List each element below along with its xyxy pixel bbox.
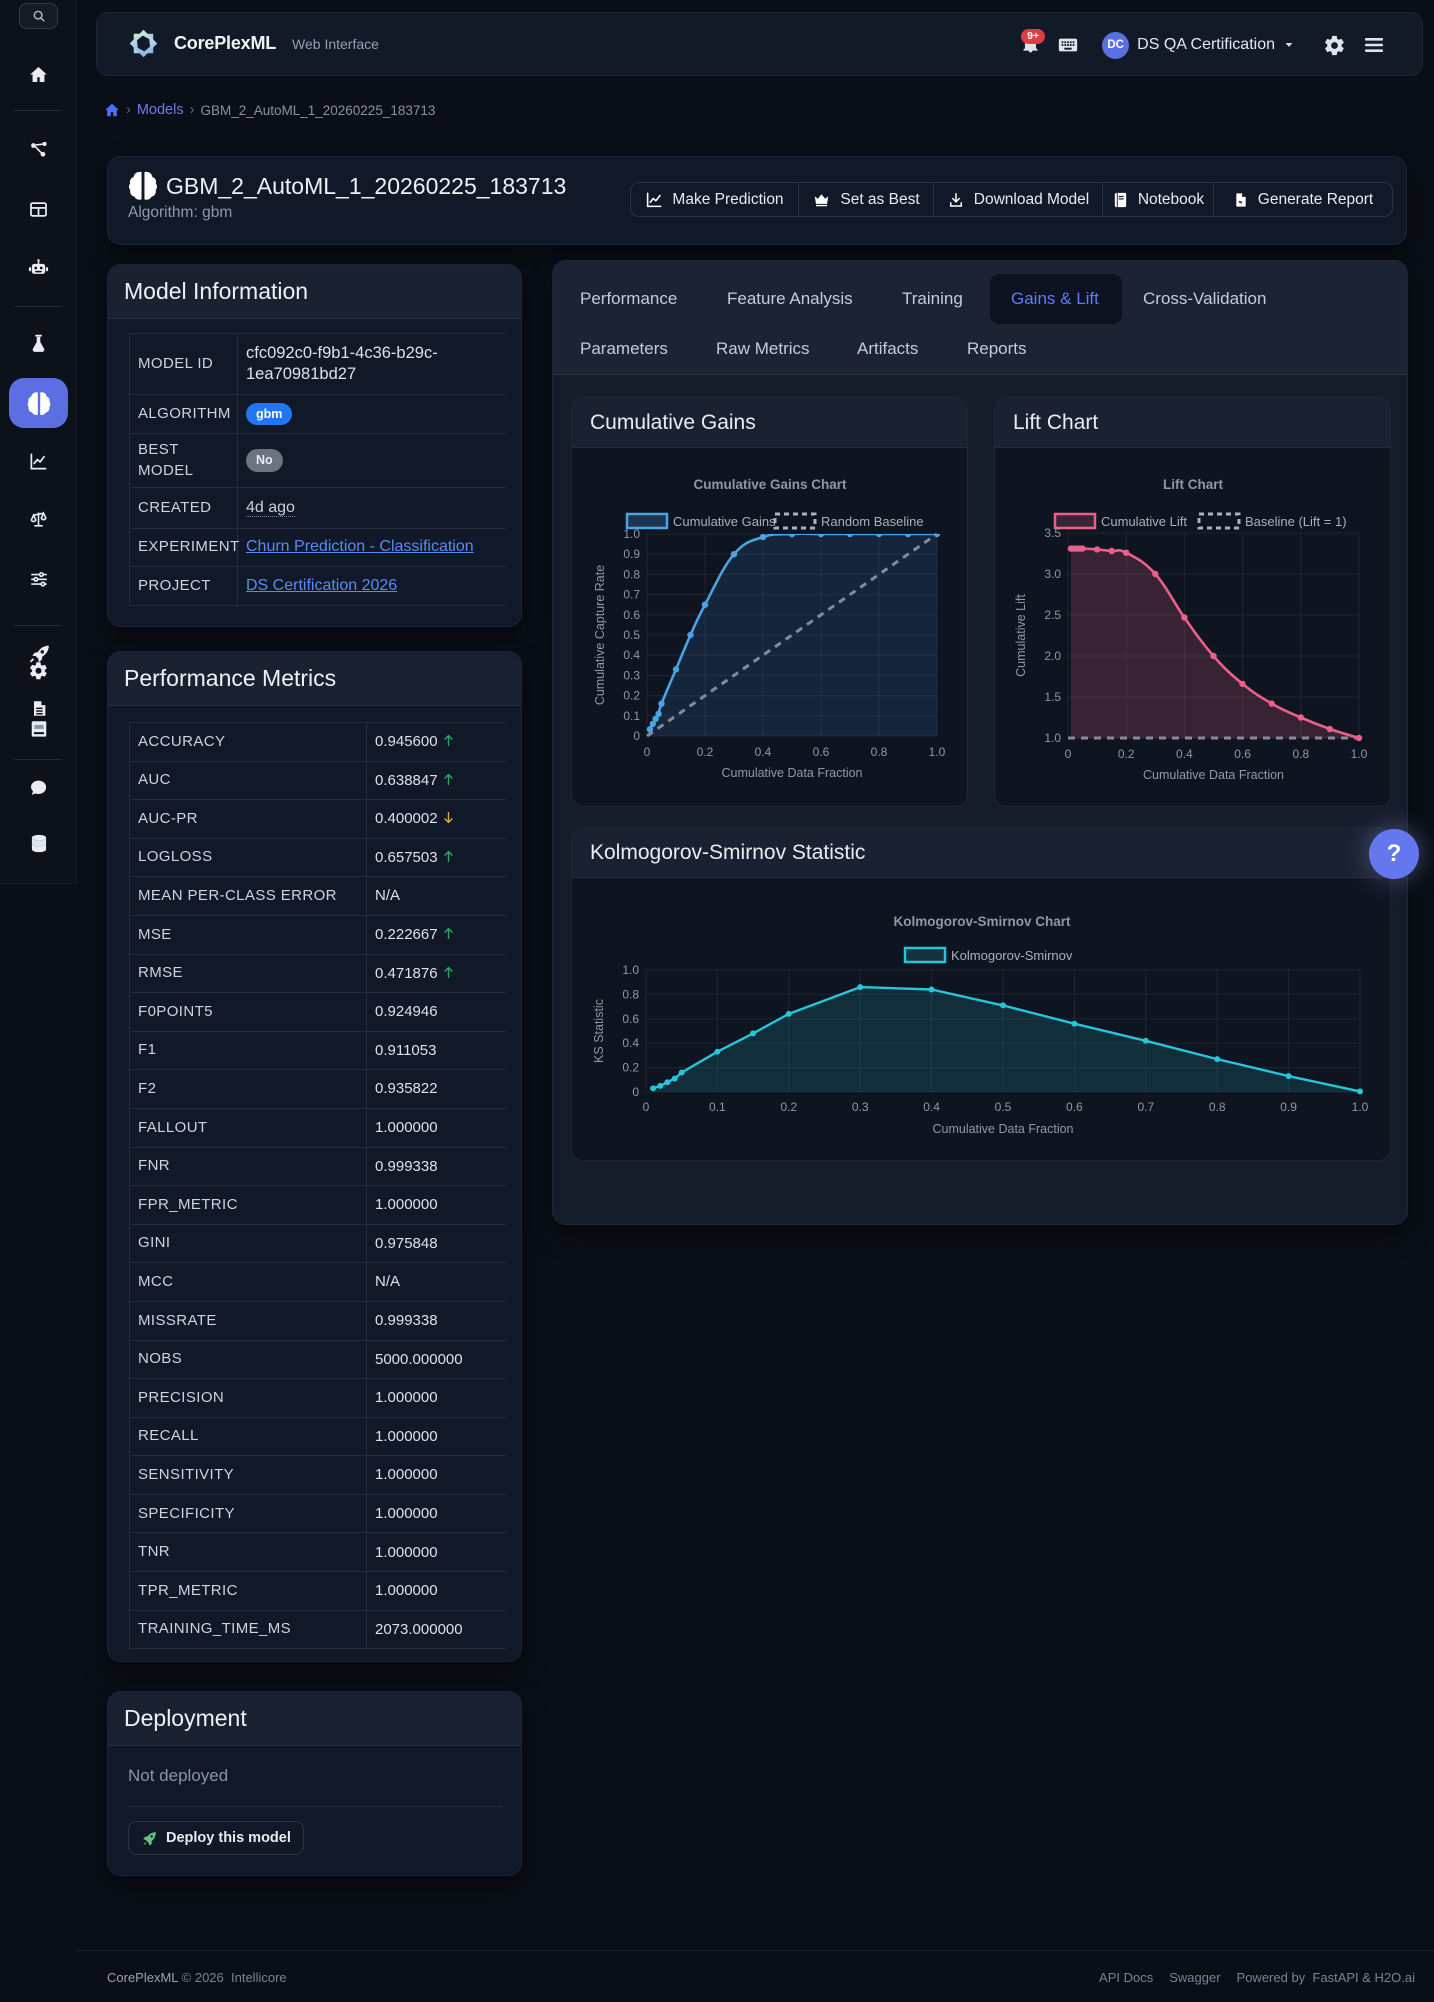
svg-text:2.5: 2.5 (1044, 608, 1061, 622)
svg-text:0.4: 0.4 (755, 745, 772, 759)
svg-text:Baseline (Lift = 1): Baseline (Lift = 1) (1245, 514, 1347, 529)
svg-text:0.9: 0.9 (1280, 1100, 1297, 1114)
svg-text:Cumulative Lift: Cumulative Lift (1101, 514, 1187, 529)
svg-text:0.2: 0.2 (697, 745, 714, 759)
svg-text:0.7: 0.7 (1137, 1100, 1154, 1114)
svg-text:Cumulative Gains: Cumulative Gains (673, 514, 776, 529)
svg-text:3.0: 3.0 (1044, 567, 1061, 581)
svg-text:0.3: 0.3 (623, 668, 640, 682)
svg-text:0.6: 0.6 (1066, 1100, 1083, 1114)
svg-text:1.0: 1.0 (1351, 747, 1368, 761)
svg-text:Cumulative Capture Rate: Cumulative Capture Rate (593, 565, 607, 705)
svg-text:0: 0 (643, 1100, 650, 1114)
svg-text:1.0: 1.0 (623, 527, 640, 541)
svg-text:0: 0 (644, 745, 651, 759)
svg-text:Lift Chart: Lift Chart (1163, 477, 1223, 492)
svg-text:0.4: 0.4 (622, 1036, 639, 1050)
svg-text:0.4: 0.4 (923, 1100, 940, 1114)
svg-text:1.0: 1.0 (929, 745, 946, 759)
svg-text:0.9: 0.9 (623, 547, 640, 561)
svg-text:0.2: 0.2 (622, 1061, 639, 1075)
svg-text:0: 0 (1065, 747, 1072, 761)
svg-text:Cumulative Data Fraction: Cumulative Data Fraction (932, 1122, 1073, 1136)
svg-text:Cumulative Data Fraction: Cumulative Data Fraction (1143, 768, 1284, 782)
svg-text:0.8: 0.8 (623, 567, 640, 581)
svg-text:0.8: 0.8 (622, 987, 639, 1001)
svg-text:KS Statistic: KS Statistic (592, 999, 606, 1063)
svg-text:0.8: 0.8 (1209, 1100, 1226, 1114)
svg-text:0.2: 0.2 (780, 1100, 797, 1114)
svg-text:0.5: 0.5 (995, 1100, 1012, 1114)
svg-text:1.0: 1.0 (1044, 731, 1061, 745)
svg-text:0.1: 0.1 (709, 1100, 726, 1114)
svg-text:Kolmogorov-Smirnov: Kolmogorov-Smirnov (951, 948, 1073, 963)
svg-text:0.5: 0.5 (623, 628, 640, 642)
svg-text:0.6: 0.6 (623, 608, 640, 622)
svg-text:1.5: 1.5 (1044, 690, 1061, 704)
svg-text:0.6: 0.6 (813, 745, 830, 759)
svg-text:Random Baseline: Random Baseline (821, 514, 924, 529)
svg-text:1.0: 1.0 (1352, 1100, 1369, 1114)
svg-text:0.2: 0.2 (1118, 747, 1135, 761)
svg-text:0.6: 0.6 (1234, 747, 1251, 761)
svg-text:3.5: 3.5 (1044, 526, 1061, 540)
svg-text:0: 0 (632, 1085, 639, 1099)
svg-text:0.8: 0.8 (1292, 747, 1309, 761)
svg-text:0.8: 0.8 (871, 745, 888, 759)
svg-text:Cumulative Lift: Cumulative Lift (1014, 594, 1028, 677)
svg-text:0.7: 0.7 (623, 588, 640, 602)
svg-text:0.3: 0.3 (852, 1100, 869, 1114)
svg-text:2.0: 2.0 (1044, 649, 1061, 663)
svg-text:0.1: 0.1 (623, 709, 640, 723)
svg-text:Kolmogorov-Smirnov Chart: Kolmogorov-Smirnov Chart (893, 914, 1071, 929)
svg-text:0.4: 0.4 (1176, 747, 1193, 761)
svg-text:0.4: 0.4 (623, 648, 640, 662)
svg-text:1.0: 1.0 (622, 963, 639, 977)
svg-text:0.2: 0.2 (623, 689, 640, 703)
svg-text:Cumulative Gains Chart: Cumulative Gains Chart (693, 477, 847, 492)
svg-text:0: 0 (633, 729, 640, 743)
svg-text:Cumulative Data Fraction: Cumulative Data Fraction (721, 766, 862, 780)
svg-text:0.6: 0.6 (622, 1012, 639, 1026)
